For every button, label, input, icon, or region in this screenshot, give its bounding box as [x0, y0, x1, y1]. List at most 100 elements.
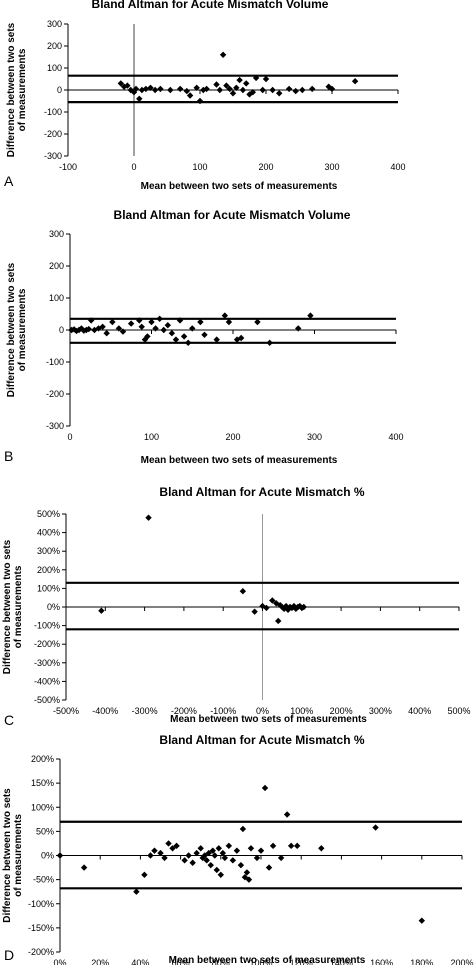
data-point	[115, 325, 123, 332]
data-point	[309, 85, 316, 93]
data-point	[245, 876, 253, 883]
data-point	[261, 784, 269, 792]
data-point	[328, 85, 336, 93]
data-point	[209, 847, 216, 854]
y-tick-label: 200	[47, 41, 62, 51]
y-tick-label: 100%	[37, 583, 60, 593]
data-point	[130, 89, 138, 96]
x-tick-label: 40%	[131, 958, 149, 965]
data-point	[167, 86, 174, 94]
x-tick-label: 80%	[212, 958, 230, 965]
x-tick-label: 100%	[249, 958, 272, 965]
chart-title: Bland Altman for Acute Mismatch %	[159, 485, 364, 499]
data-point	[152, 325, 159, 332]
y-tick-label: 0%	[41, 851, 54, 861]
data-point	[185, 852, 192, 859]
data-point	[136, 95, 143, 102]
data-point	[247, 845, 255, 852]
data-point	[265, 864, 273, 871]
data-point	[288, 604, 296, 612]
y-tick-label: 150%	[31, 778, 54, 788]
data-point	[259, 86, 266, 94]
y-axis-label-line: Difference between two sets	[6, 22, 17, 157]
data-point	[249, 89, 256, 96]
data-point	[300, 603, 307, 611]
data-point	[221, 312, 229, 319]
y-tick-label: -100	[44, 107, 62, 117]
data-point	[275, 617, 282, 625]
x-tick-label: 140%	[330, 958, 353, 965]
data-point	[217, 871, 224, 878]
x-tick-label: 60%	[172, 958, 190, 965]
data-point	[168, 330, 176, 337]
data-point	[124, 82, 131, 89]
data-point	[233, 84, 240, 91]
data-point	[138, 323, 145, 330]
data-point	[251, 608, 258, 615]
panel-d: Bland Altman for Acute Mismatch % -200% -1…	[2, 733, 474, 965]
panel-a: Bland Altman for Acute Mismatch Volume -3…	[4, 0, 406, 192]
data-point	[307, 312, 314, 319]
data-point	[56, 852, 64, 859]
data-point	[292, 87, 299, 95]
data-point	[142, 85, 150, 93]
data-point	[237, 334, 245, 342]
x-tick-label: -100%	[210, 706, 236, 716]
y-tick-label: 300	[49, 229, 64, 239]
data-point	[120, 83, 128, 90]
y-axis-label: Difference between two setsof measuremen…	[6, 22, 28, 157]
data-point	[226, 85, 233, 93]
data-point	[225, 318, 233, 326]
data-point	[219, 849, 227, 857]
data-point	[85, 325, 92, 333]
x-tick-label: 0	[67, 432, 72, 442]
y-tick-label: 0	[59, 325, 64, 335]
data-point	[197, 845, 204, 852]
data-point	[269, 86, 276, 94]
data-point	[282, 602, 290, 610]
data-point	[266, 339, 273, 346]
data-point	[157, 849, 164, 857]
x-tick-label: 400	[390, 162, 405, 172]
data-point	[237, 861, 245, 869]
data-point	[119, 328, 127, 335]
data-point	[197, 318, 204, 326]
data-point	[132, 85, 140, 93]
y-tick-label: -150%	[28, 923, 54, 933]
data-point	[418, 917, 425, 924]
x-axis-label: Mean between two sets of measurements	[141, 455, 338, 466]
x-tick-label: 120%	[290, 958, 313, 965]
data-point	[173, 842, 180, 850]
y-tick-label: -200	[44, 129, 62, 139]
y-tick-label: -300	[46, 421, 64, 431]
data-point	[181, 857, 188, 864]
data-point	[211, 852, 218, 859]
data-point	[161, 854, 168, 862]
data-point	[276, 90, 283, 97]
data-point	[269, 597, 276, 604]
y-axis-label-line: of measurements	[13, 814, 24, 897]
y-axis-label-line: of measurements	[17, 288, 28, 371]
data-point	[133, 888, 140, 895]
data-point	[351, 78, 359, 85]
y-tick-label: 200	[49, 261, 64, 271]
data-point	[144, 333, 151, 340]
data-point	[98, 607, 105, 614]
data-point	[318, 845, 325, 852]
data-point	[207, 861, 214, 869]
data-point	[299, 86, 306, 94]
data-point	[184, 339, 192, 346]
data-point	[70, 326, 78, 333]
x-tick-label: -300%	[132, 706, 158, 716]
data-point	[243, 869, 251, 876]
x-tick-label: 500%	[447, 706, 470, 716]
data-point	[160, 326, 167, 334]
data-point	[287, 842, 295, 850]
y-tick-label: 200%	[37, 565, 60, 575]
data-point	[236, 76, 243, 84]
y-axis-label-line: Difference between two sets	[6, 262, 17, 397]
data-point	[183, 87, 190, 95]
y-tick-label: 50%	[36, 826, 54, 836]
y-tick-label: 500%	[37, 509, 60, 519]
chart-title: Bland Altman for Acute Mismatch %	[159, 733, 364, 747]
